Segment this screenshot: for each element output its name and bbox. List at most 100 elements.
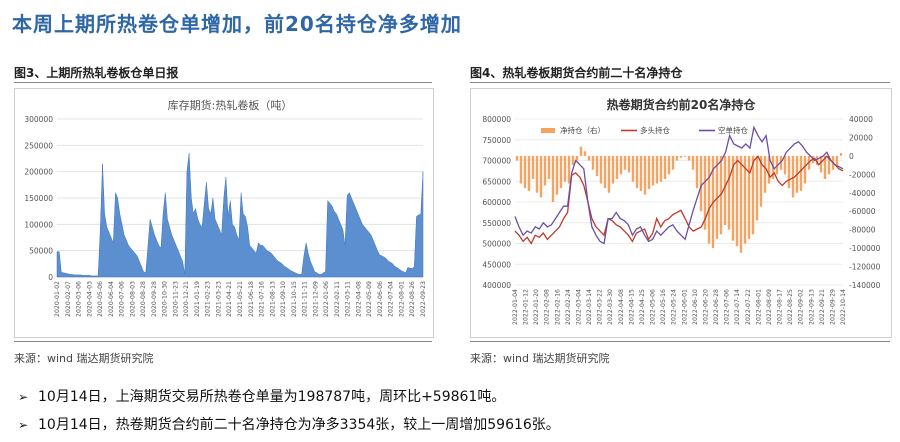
x-tick-label: 2022-03-04 [575,289,582,325]
net-position-bar [547,155,551,179]
net-position-bar [591,155,595,170]
x-tick-label: 2022-05-06 [650,289,657,325]
x-tick-label: 2021-12-09 [312,281,319,317]
x-tick-label: 2021-04-21 [226,281,233,317]
net-position-bar [835,155,839,166]
net-position-bar [803,155,807,184]
net-position-bar [555,155,559,195]
x-tick-label: 2022-05-16 [660,289,667,325]
x-tick-label: 2020-05-06 [97,281,104,317]
y-tick-label: 250000 [24,141,53,150]
x-tick-label: 2022-01-20 [533,289,540,325]
bullet-text: 10月14日，热卷期货合约前二十名净持仓为净多3354张，较上一周增加59616… [38,417,560,433]
net-position-bar [679,155,683,158]
net-position-bar [623,155,627,170]
net-position-bar [723,155,727,226]
x-tick-label: 2020-11-23 [172,281,179,317]
x-tick-label: 2022-08-26 [409,281,416,317]
net-position-bar [787,155,791,189]
net-position-bar [731,155,735,241]
net-position-bar [791,155,795,198]
net-position-bar [583,151,587,156]
y-tick-label: 200000 [24,168,53,177]
net-position-bar [631,155,635,182]
y-right-tick-label: -100000 [849,244,881,253]
legend-label: 多头持仓 [640,125,670,135]
y-left-tick-label: 750000 [482,136,511,145]
bullet-text: 10月14日，上海期货交易所热卷仓单量为198787吨，周环比+59861吨。 [38,389,506,405]
x-tick-label: 2022-07-22 [745,289,752,325]
x-tick-label: 2022-03-22 [597,289,604,325]
net-position-bar [619,155,623,175]
net-position-bar [819,155,823,173]
inventory-area-series [56,153,424,278]
net-position-bar [683,155,687,157]
y-tick-label: 150000 [24,194,53,203]
net-position-bar [587,155,591,161]
right-title-rule [470,82,890,83]
y-tick-label: 0 [48,273,53,282]
net-position-bar [579,146,583,156]
x-tick-label: 2022-03-14 [586,289,593,325]
right-bottom-rule [470,341,890,342]
x-tick-label: 2022-02-08 [544,289,551,325]
x-tick-label: 2022-01-04 [512,289,519,325]
net-position-bar [563,155,567,182]
x-tick-label: 2022-09-23 [420,281,427,317]
x-tick-label: 2022-04-15 [628,289,635,325]
x-tick-label: 2021-01-19 [194,281,201,317]
net-position-bar [703,155,707,230]
net-position-bar [523,155,527,189]
net-position-bar [655,155,659,184]
net-position-bar [747,155,751,239]
y-right-tick-label: -120000 [849,263,881,272]
x-tick-label: 2021-03-23 [215,281,222,317]
x-tick-label: 2021-08-13 [269,281,276,317]
inventory-chart-svg: 库存期货:热轧卷板（吨） 0 50000 100000 150000 200000 250… [24,98,427,317]
net-position-bar [643,155,647,195]
x-tick-label: 2020-02-07 [65,281,72,317]
x-tick-label: 2021-05-21 [237,281,244,317]
net-position-bar [739,155,743,253]
bullet-item-1: ➢ 10月14日，上海期货交易所热卷仓单量为198787吨，周环比+59861吨。 [18,386,505,406]
net-position-bar [575,155,579,161]
x-tick-label: 2022-01-06 [323,281,330,317]
positions-chart-title: 热卷期货合约前20名净持仓 [607,97,757,112]
x-tick-label: 2020-04-03 [86,281,93,317]
left-figure-title: 图3、上期所热轧卷板仓单日报 [14,66,179,80]
x-tick-label: 2022-10-14 [840,289,847,325]
net-position-bar [603,155,607,189]
net-position-bar [551,155,555,202]
x-tick-label: 2021-10-15 [291,281,298,317]
y-right-tick-label: -140000 [849,281,881,290]
net-position-bar [615,155,619,179]
x-tick-label: 2020-01-02 [54,281,61,317]
net-position-bar [595,155,599,177]
legend-swatch-net [541,128,555,133]
x-tick-label: 2022-08-25 [787,289,794,325]
net-position-bar [531,155,535,179]
positions-chart: 热卷期货合约前20名净持仓 净持仓（右） 多头持仓 空单持仓 400000 45000… [470,88,892,338]
x-tick-label: 2021-11-11 [302,281,309,317]
x-tick-label: 2022-06-28 [713,289,720,325]
net-position-bar [607,155,611,193]
y-right-tick-label: 0 [849,152,854,161]
net-position-bar [539,155,543,198]
y-right-tick-label: -60000 [849,207,876,216]
x-tick-label: 2022-02-16 [554,289,561,325]
net-position-bar [543,155,547,186]
x-tick-label: 2022-01-12 [523,289,530,325]
x-tick-label: 2021-02-23 [205,281,212,317]
x-tick-label: 2021-06-18 [248,281,255,317]
net-position-bar [663,155,667,179]
bullet-item-2: ➢ 10月14日，热卷期货合约前二十名净持仓为净多3354张，较上一周增加5961… [18,414,560,434]
x-tick-label: 2022-04-25 [639,289,646,325]
y-right-tick-label: -40000 [849,189,876,198]
net-position-bar [735,155,739,247]
x-tick-label: 2020-08-28 [140,281,147,317]
y-right-tick-label: 40000 [849,115,873,124]
y-left-tick-label: 450000 [482,260,511,269]
y-left-tick-label: 800000 [482,115,511,124]
y-left-tick-label: 400000 [482,281,511,290]
net-position-bar [687,155,691,161]
